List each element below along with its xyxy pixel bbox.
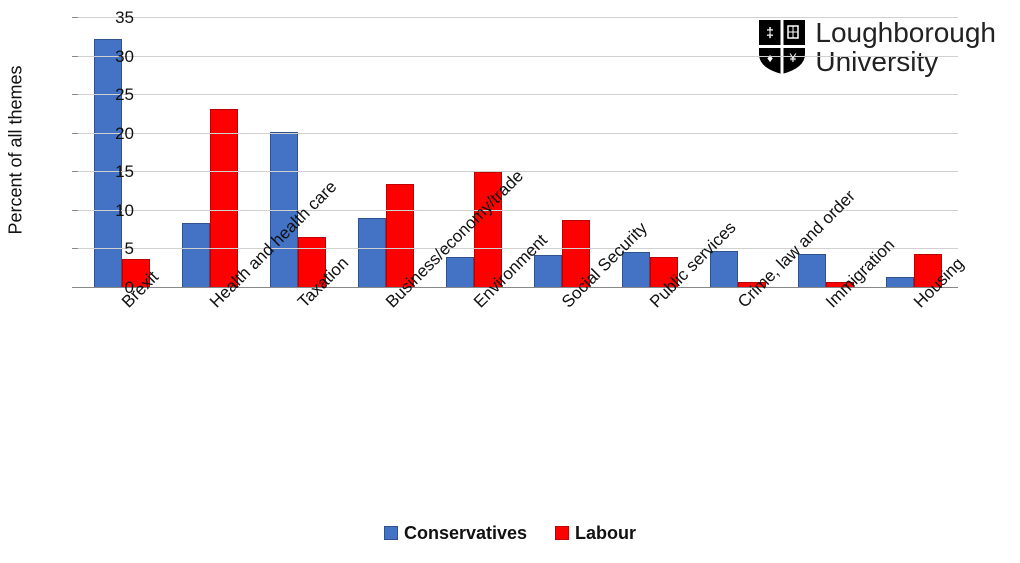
y-tick-label: 15	[84, 162, 134, 182]
bar	[446, 257, 474, 288]
x-tick-label: Brexit	[118, 298, 132, 312]
x-axis-line	[78, 287, 958, 288]
legend: Conservatives Labour	[0, 523, 1020, 546]
y-tick-mark	[72, 94, 78, 95]
x-tick-label: Crime, law and order	[734, 298, 748, 312]
legend-label: Conservatives	[404, 523, 527, 544]
x-tick-label: Environment	[470, 298, 484, 312]
x-tick-label: Taxation	[294, 298, 308, 312]
y-tick-mark	[72, 171, 78, 172]
x-tick-label: Social Security	[558, 298, 572, 312]
y-tick-mark	[72, 210, 78, 211]
gridline	[78, 56, 958, 57]
x-tick-label: Health and health care	[206, 298, 220, 312]
bar	[534, 255, 562, 288]
y-tick-label: 30	[84, 47, 134, 67]
y-tick-mark	[72, 133, 78, 134]
legend-item: Conservatives	[384, 523, 527, 544]
bar	[358, 218, 386, 288]
bar	[210, 109, 238, 288]
x-tick-label: Business/economy/trade	[382, 298, 396, 312]
legend-swatch	[555, 526, 569, 540]
bar	[182, 223, 210, 288]
y-tick-mark	[72, 287, 78, 288]
y-axis-label: Percent of all themes	[6, 65, 27, 234]
y-tick-label: 35	[84, 8, 134, 28]
y-tick-label: 10	[84, 201, 134, 221]
legend-label: Labour	[575, 523, 636, 544]
legend-swatch	[384, 526, 398, 540]
y-tick-mark	[72, 17, 78, 18]
x-tick-label: Public services	[646, 298, 660, 312]
x-tick-label: Housing	[910, 298, 924, 312]
bar	[798, 254, 826, 288]
y-tick-label: 20	[84, 124, 134, 144]
gridline	[78, 17, 958, 18]
y-tick-label: 25	[84, 85, 134, 105]
plot-area	[78, 18, 958, 288]
bar	[622, 252, 650, 288]
legend-item: Labour	[555, 523, 636, 544]
y-tick-label: 5	[84, 239, 134, 259]
gridline	[78, 94, 958, 95]
gridline	[78, 133, 958, 134]
chart-container: ‡ ♦ ¥ Loughborough University Percent of…	[0, 0, 1020, 563]
y-tick-mark	[72, 248, 78, 249]
x-tick-label: Immigration	[822, 298, 836, 312]
y-tick-mark	[72, 56, 78, 57]
